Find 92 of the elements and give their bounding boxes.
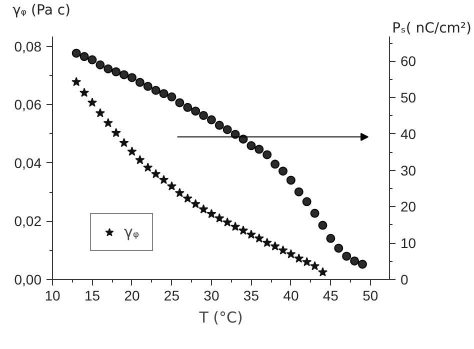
y2-tick-label: 40 (400, 126, 416, 142)
point (87, 98, 98, 107)
point (350, 256, 360, 266)
point (286, 176, 296, 185)
legend-label: γᵩ (124, 223, 140, 241)
y2-tick-label: 20 (400, 198, 416, 215)
point (151, 86, 160, 95)
point (80, 88, 90, 97)
point (222, 125, 232, 134)
point (119, 138, 129, 147)
point (175, 98, 184, 108)
y2-tick-label: 0 (400, 272, 408, 288)
point (294, 187, 304, 196)
point (246, 230, 256, 239)
point (190, 199, 200, 208)
point (174, 188, 184, 198)
y2-tick-label: 10 (400, 235, 416, 252)
point (254, 144, 264, 154)
point (143, 82, 152, 91)
point (72, 48, 81, 58)
point (80, 52, 89, 61)
point (310, 261, 320, 270)
point (246, 141, 256, 150)
point (334, 244, 344, 253)
x-tick-label: 50 (362, 288, 378, 304)
y-tick-label: 0,02 (14, 213, 42, 230)
point (88, 55, 97, 64)
point (72, 76, 82, 86)
y2-axis-title: Pₛ( nC/cm²) (392, 20, 472, 36)
point (302, 257, 312, 266)
point (214, 213, 224, 222)
y2-tick-label: 30 (400, 162, 416, 178)
point (96, 60, 105, 70)
x-tick-label: 35 (243, 288, 260, 304)
point (166, 181, 176, 190)
point (127, 146, 137, 156)
y2-tick-label: 60 (400, 53, 416, 70)
x-tick-label: 25 (164, 288, 180, 304)
point (254, 233, 264, 243)
point (206, 115, 216, 124)
point (294, 254, 304, 263)
point (111, 128, 121, 138)
x-tick-label: 15 (84, 288, 100, 304)
y-tick-label: 0,08 (14, 38, 42, 54)
x-tick-label: 20 (124, 288, 140, 304)
point (270, 241, 280, 250)
x-axis-title: T (°C) (198, 308, 243, 326)
x-tick-label: 10 (44, 288, 60, 304)
point (326, 234, 336, 243)
point (262, 150, 272, 160)
y-axis-title: γᵩ (Pa c) (12, 2, 71, 18)
point (143, 162, 153, 172)
point (358, 260, 367, 269)
x-tick-label: 45 (322, 288, 339, 304)
point (112, 67, 121, 76)
point (182, 194, 192, 203)
point (278, 245, 288, 255)
point (286, 249, 296, 258)
point (199, 110, 208, 120)
point (183, 102, 192, 112)
y2-tick-label: 50 (400, 90, 416, 106)
point (318, 220, 328, 230)
y-tick-label: 0,00 (14, 272, 42, 288)
y-tick-label: 0,06 (14, 96, 42, 113)
point (95, 108, 105, 118)
point (302, 197, 312, 206)
point (127, 73, 136, 82)
point (158, 174, 169, 184)
point (214, 120, 224, 130)
point (120, 70, 129, 80)
point (191, 106, 200, 116)
point (167, 92, 176, 102)
point (135, 78, 144, 87)
point (238, 226, 248, 235)
point (103, 118, 113, 128)
point (310, 208, 320, 218)
x-tick-label: 40 (283, 288, 299, 304)
point (230, 222, 240, 231)
point (278, 166, 288, 176)
point (104, 64, 113, 74)
x-tick-label: 30 (204, 288, 220, 304)
point (342, 252, 352, 261)
point (222, 217, 232, 227)
point (318, 267, 328, 276)
point (159, 89, 168, 98)
y-tick-label: 0,04 (14, 154, 42, 171)
point (270, 160, 280, 169)
point (151, 169, 161, 178)
point (198, 204, 208, 214)
point (206, 208, 216, 218)
point (262, 238, 272, 247)
point (135, 155, 145, 164)
